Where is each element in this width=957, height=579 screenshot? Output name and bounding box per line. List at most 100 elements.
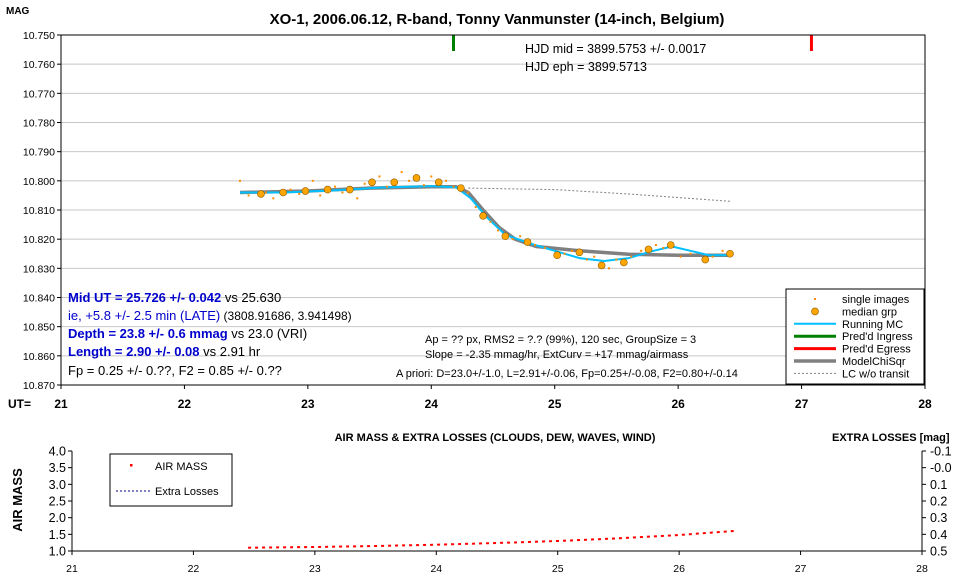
y-tick-label: 10.840 (23, 293, 55, 305)
legend-swatch-median (811, 307, 819, 316)
y-tick-label: 10.750 (23, 30, 55, 42)
hjd-mid-annotation: HJD mid = 3899.5753 +/- 0.0017 (525, 42, 706, 56)
y-tick-label: 10.860 (23, 351, 55, 363)
losses-y-tick-label: 0.4 (930, 528, 947, 542)
single-image-point (654, 244, 657, 246)
median-group-point (412, 174, 421, 182)
airmass-x-tick-label: 26 (673, 563, 685, 575)
result-line-1: Mid UT = 25.726 +/- 0.042 vs 25.630 (68, 290, 281, 305)
single-image-point (363, 182, 366, 185)
single-image-point (662, 246, 665, 249)
single-image-point (467, 191, 470, 194)
airmass-x-tick-label: 25 (552, 563, 564, 575)
median-group-point (457, 184, 465, 192)
params-line-2: Slope = -2.35 mmag/hr, ExtCurv = +17 mma… (425, 349, 689, 361)
legend-label: LC w/o transit (842, 368, 909, 380)
hjd-eph-annotation: HJD eph = 3899.5713 (525, 60, 647, 74)
single-image-point (496, 229, 499, 232)
running-mc-line (240, 185, 728, 262)
median-group-point (434, 178, 443, 187)
single-image-point (400, 171, 403, 174)
airmass-y-tick-label: 1.0 (49, 545, 66, 559)
single-image-point (608, 267, 611, 270)
median-group-point (597, 261, 606, 270)
legend-label: Pred'd Ingress (842, 331, 913, 343)
result-text: vs 2.91 hr (200, 344, 261, 359)
single-image-point (721, 249, 724, 252)
single-image-point (640, 249, 643, 252)
median-group-point (575, 248, 584, 257)
median-group-point (346, 185, 354, 194)
y-tick-label: 10.820 (23, 234, 55, 246)
single-image-point (264, 191, 267, 194)
single-image-point (711, 255, 714, 258)
single-image-point (378, 175, 381, 178)
airmass-x-tick-label: 22 (188, 563, 200, 575)
x-tick-label: 23 (301, 397, 315, 411)
single-image-point (445, 179, 448, 182)
y-tick-label: 10.780 (23, 118, 55, 130)
airmass-x-tick-label: 23 (309, 563, 321, 575)
single-image-point (311, 179, 314, 182)
result-text: Fp = 0.25 +/- 0.??, F2 = 0.85 +/- 0.?? (68, 363, 282, 378)
result-text: ie, +5.8 +/- 2.5 min (LATE) (68, 308, 220, 323)
x-tick-label: 27 (795, 397, 809, 411)
result-line-5: Fp = 0.25 +/- 0.??, F2 = 0.85 +/- 0.?? (68, 363, 282, 378)
legend-label: AIR MASS (155, 461, 208, 473)
result-bold: Depth = 23.8 +/- 0.6 mmag (68, 326, 228, 341)
median-group-point (726, 249, 734, 258)
single-image-point (585, 258, 588, 261)
losses-y-tick-label: 0.5 (930, 545, 947, 559)
losses-y-tick-label: 0.3 (930, 511, 947, 525)
x-tick-label: 28 (918, 397, 932, 411)
median-group-point (323, 185, 332, 194)
result-line-2: ie, +5.8 +/- 2.5 min (LATE) (3808.91686,… (68, 308, 352, 323)
legend-label: Extra Losses (155, 486, 219, 498)
result-text: vs 25.630 (221, 290, 281, 305)
y-tick-label: 10.850 (23, 322, 55, 334)
single-image-point (679, 255, 682, 258)
x-tick-label: 24 (425, 397, 439, 411)
single-image-point (319, 194, 322, 197)
y-tick-label: 10.800 (23, 176, 55, 188)
losses-y-tick-label: -0.1 (930, 445, 952, 459)
single-image-point (272, 197, 275, 200)
x-tick-label: 21 (54, 397, 68, 411)
median-group-point (257, 190, 265, 198)
airmass-x-tick-label: 28 (916, 563, 928, 575)
airmass-chart-title: AIR MASS & EXTRA LOSSES (CLOUDS, DEW, WA… (335, 432, 656, 444)
airmass-line (248, 530, 734, 549)
median-group-point (620, 258, 628, 267)
single-image-point (385, 185, 388, 188)
result-tail: (3808.91686, 3.941498) (220, 309, 351, 323)
y-axis-label: MAG (6, 6, 30, 17)
median-group-point (301, 187, 310, 195)
legend-label: median grp (842, 306, 897, 318)
no-transit-line (468, 187, 731, 202)
single-image-point (543, 246, 546, 249)
x-tick-label: 25 (548, 397, 562, 411)
legend-label: ModelChiSqr (842, 356, 906, 368)
result-line-4: Length = 2.90 +/- 0.08 vs 2.91 hr (68, 344, 261, 359)
legend-label: single images (842, 294, 910, 306)
losses-y-tick-label: 0.2 (930, 495, 947, 509)
single-image-point (570, 249, 573, 252)
single-image-point (593, 255, 596, 258)
airmass-y-tick-label: 2.0 (49, 511, 66, 525)
plot-area-frame (60, 34, 926, 386)
single-image-point (519, 235, 522, 238)
legend-swatch-airmass (130, 464, 133, 467)
airmass-y-tick-label: 3.5 (49, 461, 66, 475)
airmass-x-tick-label: 24 (430, 563, 442, 575)
single-image-point (533, 244, 536, 246)
params-line-1: Ap = ?? px, RMS2 = ?.? (99%), 120 sec, G… (425, 334, 696, 346)
y-tick-label: 10.760 (23, 59, 55, 71)
y-tick-label: 10.810 (23, 205, 55, 217)
airmass-y-tick-label: 4.0 (49, 445, 66, 459)
single-image-point (408, 179, 411, 182)
median-group-point (390, 178, 399, 187)
legend-swatch-single (814, 298, 816, 300)
single-image-point (474, 206, 477, 209)
chart-title: XO-1, 2006.06.12, R-band, Tonny Vanmunst… (270, 11, 725, 28)
